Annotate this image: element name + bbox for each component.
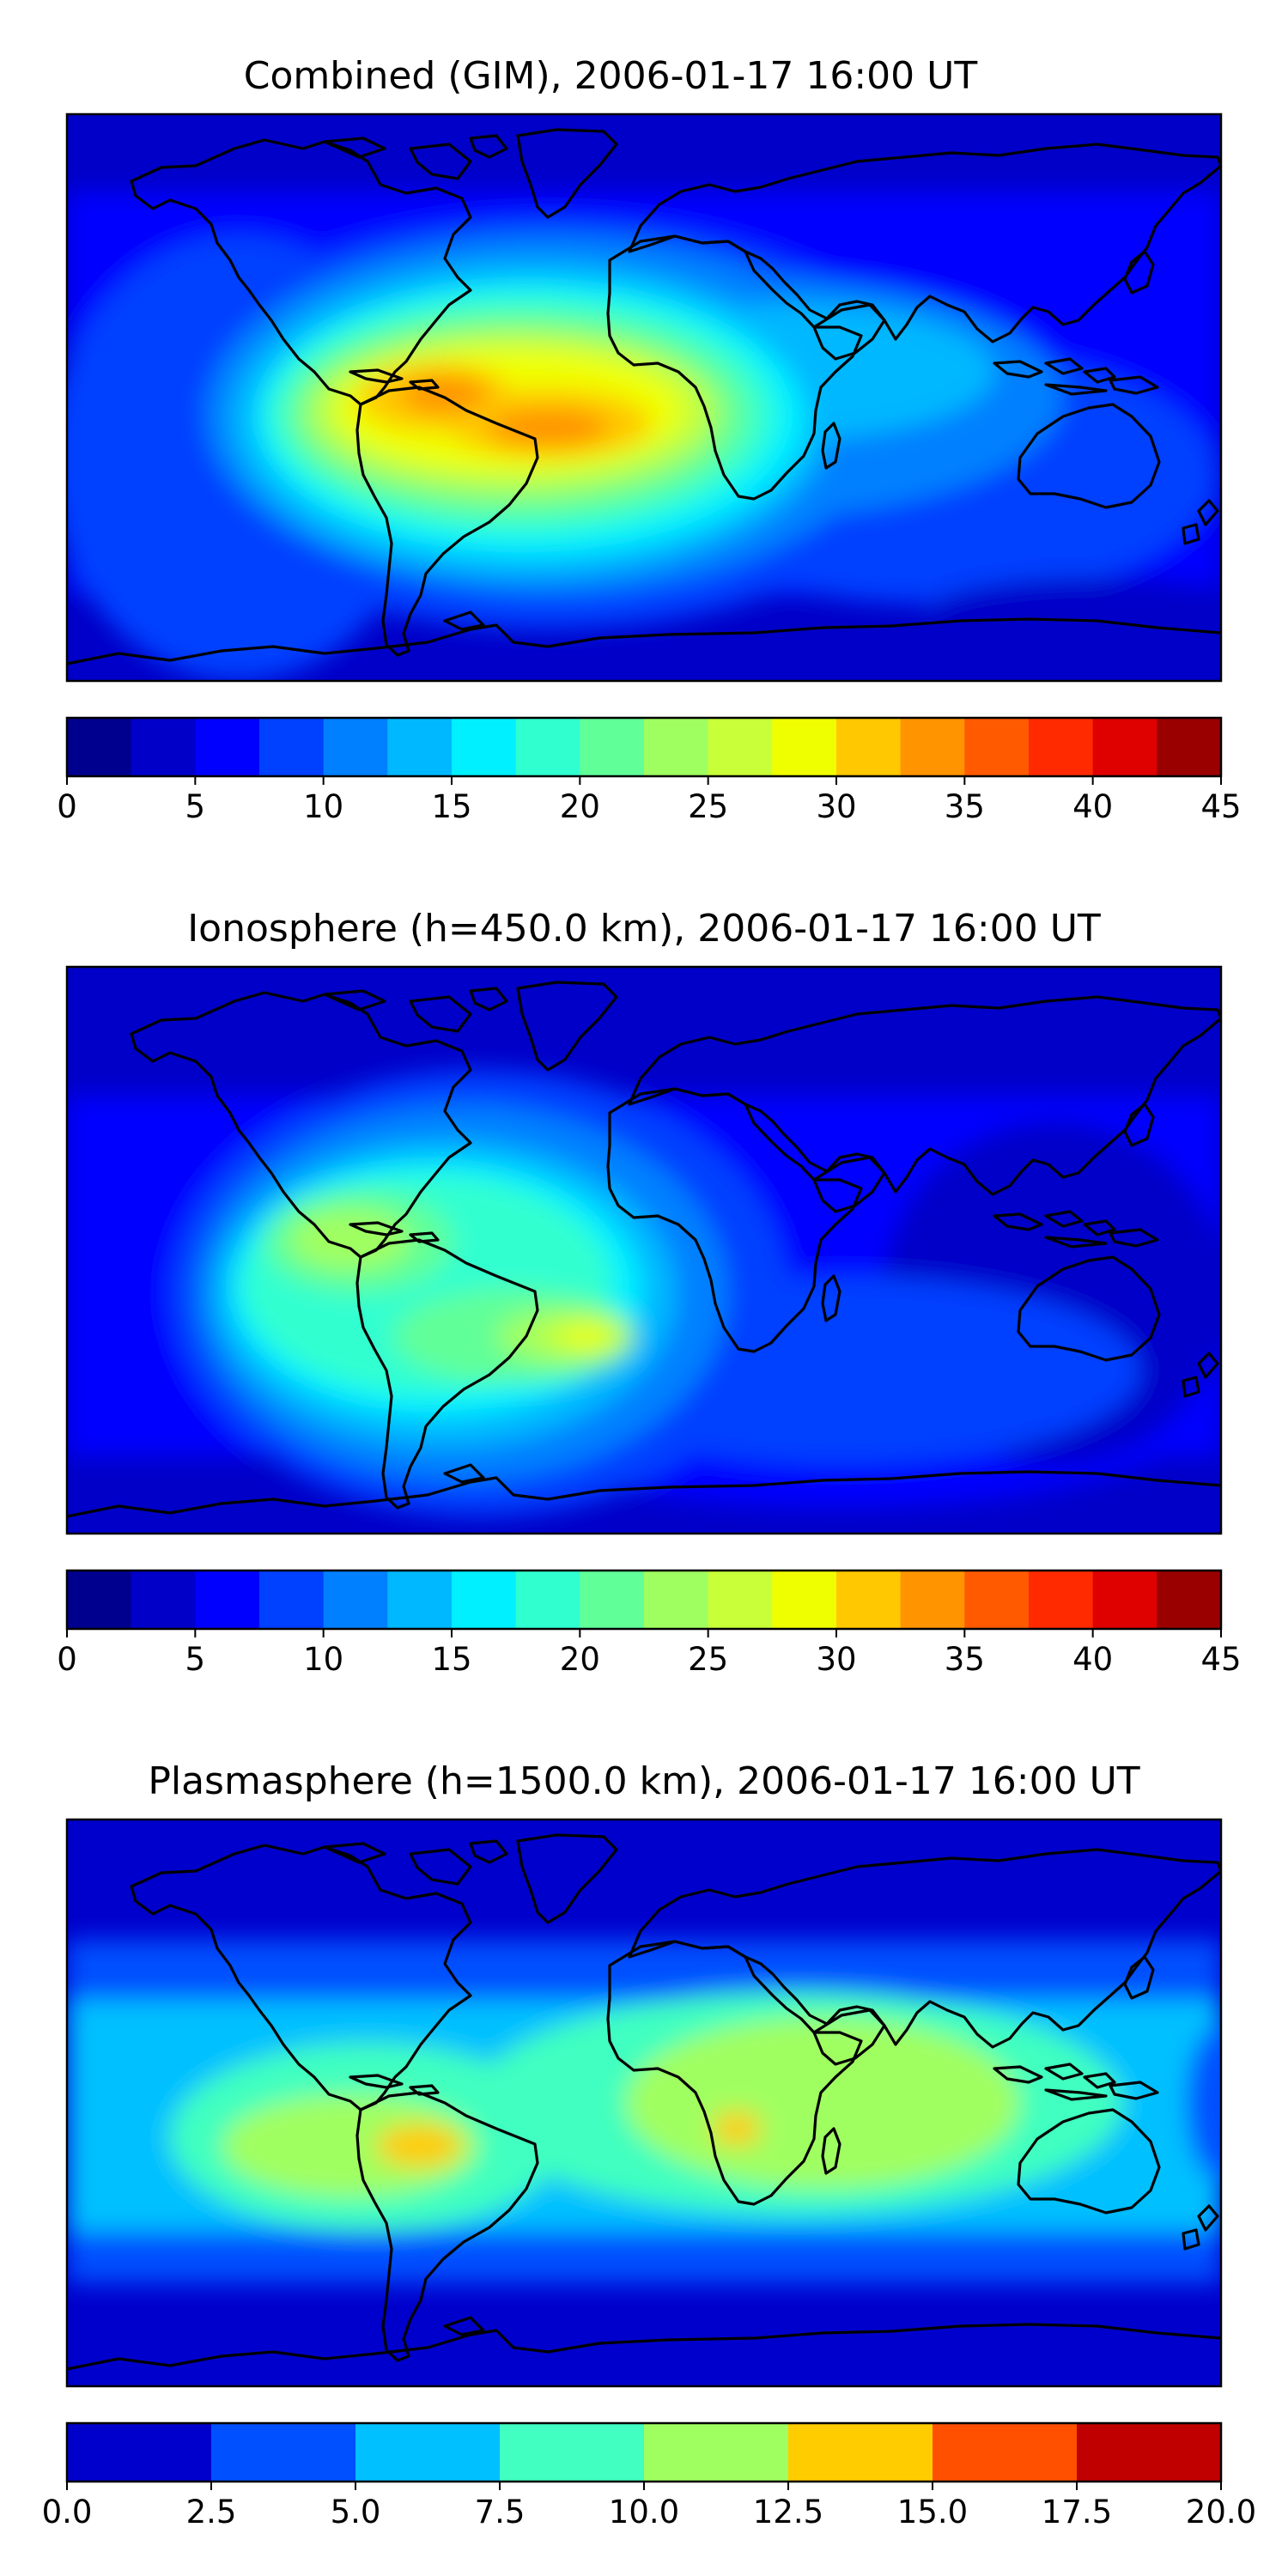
colorbar-swatch	[900, 718, 965, 776]
colorbar-swatch	[644, 1571, 709, 1629]
panel-plasmasphere: Plasmasphere (h=1500.0 km), 2006-01-17 1…	[42, 1759, 1257, 2530]
colorbar-swatch	[1029, 1571, 1094, 1629]
panel-1-title: Combined (GIM), 2006-01-17 16:00 UT	[244, 54, 978, 98]
colorbar-swatch	[1077, 2423, 1222, 2482]
colorbar-tick-label: 15	[431, 788, 471, 825]
colorbar-tick-label: 20	[560, 1641, 600, 1678]
colorbar-tick-label: 45	[1200, 1641, 1241, 1678]
colorbar-swatch	[195, 1571, 260, 1629]
colorbar-tick-label: 7.5	[475, 2494, 526, 2530]
colorbar-plasmasphere: 0.0 2.5 5.0 7.5 10.0 12.5 15.0 17.5 20.0	[42, 2421, 1256, 2530]
colorbar-plasmasphere-ticks: 0.0 2.5 5.0 7.5 10.0 12.5 15.0 17.5 20.0	[42, 2482, 1256, 2530]
colorbar-swatch	[1029, 718, 1094, 776]
colorbar-swatch	[772, 718, 837, 776]
map-plasmasphere	[65, 1818, 1223, 2388]
colorbar-tick-label: 0.0	[42, 2494, 93, 2530]
colorbar-tick-label: 10	[303, 1641, 343, 1678]
colorbar-plasmasphere-swatches	[67, 2423, 1222, 2482]
colorbar-swatch	[644, 2423, 789, 2482]
colorbar-tick-label: 30	[816, 1641, 856, 1678]
colorbar-tick-label: 20	[560, 788, 600, 825]
colorbar-tick-label: 35	[945, 788, 985, 825]
colorbar-swatch	[131, 1571, 196, 1629]
colorbar-swatch	[323, 1571, 388, 1629]
panel-2-title: Ionosphere (h=450.0 km), 2006-01-17 16:0…	[187, 907, 1101, 951]
colorbar-swatch	[900, 1571, 965, 1629]
colorbar-tick-label: 0	[57, 788, 77, 825]
colorbar-swatch	[708, 718, 773, 776]
colorbar-tick-label: 45	[1200, 788, 1241, 825]
panel-ionosphere: Ionosphere (h=450.0 km), 2006-01-17 16:0…	[57, 907, 1241, 1678]
colorbar-tick-label: 5	[185, 788, 206, 825]
colorbar-tick-label: 10.0	[609, 2494, 679, 2530]
colorbar-swatch	[964, 1571, 1030, 1629]
colorbar-swatch	[355, 2423, 501, 2482]
panel-3-title: Plasmasphere (h=1500.0 km), 2006-01-17 1…	[148, 1759, 1139, 1803]
colorbar-swatch	[259, 1571, 325, 1629]
colorbar-tick-label: 15.0	[897, 2494, 968, 2530]
colorbar-tick-label: 2.5	[186, 2494, 237, 2530]
colorbar-tick-label: 12.5	[753, 2494, 823, 2530]
colorbar-ionosphere-swatches	[67, 1571, 1222, 1629]
colorbar-tick-label: 0	[57, 1641, 77, 1678]
colorbar-tick-label: 30	[816, 788, 856, 825]
colorbar-swatch	[387, 1571, 453, 1629]
colorbar-ionosphere-ticks: 0 5 10 15 20 25 30 35 40 45	[57, 1629, 1242, 1678]
colorbar-tick-label: 20.0	[1186, 2494, 1256, 2530]
colorbar-tick-label: 5	[185, 1641, 206, 1678]
colorbar-tick-label: 25	[688, 788, 728, 825]
colorbar-swatch	[933, 2423, 1078, 2482]
panel-combined-gim: Combined (GIM), 2006-01-17 16:00 UT	[57, 54, 1242, 825]
colorbar-swatch	[67, 718, 132, 776]
colorbar-swatch	[515, 718, 580, 776]
colorbar-swatch	[259, 718, 325, 776]
colorbar-swatch	[211, 2423, 356, 2482]
colorbar-swatch	[67, 1571, 132, 1629]
colorbar-combined-ticks: 0 5 10 15 20 25 30 35 40 45	[57, 776, 1242, 825]
colorbar-tick-label: 10	[303, 788, 343, 825]
colorbar-swatch	[644, 718, 709, 776]
colorbar-swatch	[195, 718, 260, 776]
colorbar-swatch	[836, 1571, 902, 1629]
colorbar-combined: 0 5 10 15 20 25 30 35 40 45	[57, 716, 1242, 825]
colorbar-swatch	[515, 1571, 580, 1629]
colorbar-swatch	[772, 1571, 837, 1629]
colorbar-swatch	[580, 1571, 645, 1629]
colorbar-swatch	[708, 1571, 773, 1629]
colorbar-swatch	[580, 718, 645, 776]
colorbar-swatch	[452, 718, 517, 776]
colorbar-combined-swatches	[67, 718, 1222, 776]
colorbar-tick-label: 25	[688, 1641, 728, 1678]
colorbar-swatch	[1157, 1571, 1222, 1629]
colorbar-tick-label: 35	[945, 1641, 985, 1678]
colorbar-swatch	[131, 718, 196, 776]
colorbar-swatch	[836, 718, 902, 776]
colorbar-swatch	[1157, 718, 1222, 776]
colorbar-tick-label: 5.0	[331, 2494, 381, 2530]
colorbar-swatch	[387, 718, 453, 776]
colorbar-tick-label: 40	[1072, 788, 1113, 825]
map-combined	[65, 112, 1223, 683]
colorbar-tick-label: 15	[431, 1641, 471, 1678]
colorbar-swatch	[964, 718, 1030, 776]
colorbar-tick-label: 17.5	[1042, 2494, 1112, 2530]
colorbar-swatch	[788, 2423, 933, 2482]
colorbar-swatch	[452, 1571, 517, 1629]
colorbar-swatch	[323, 718, 388, 776]
map-ionosphere	[65, 965, 1223, 1535]
colorbar-ionosphere: 0 5 10 15 20 25 30 35 40 45	[57, 1569, 1242, 1678]
colorbar-swatch	[1092, 1571, 1157, 1629]
colorbar-tick-label: 40	[1072, 1641, 1113, 1678]
colorbar-swatch	[67, 2423, 212, 2482]
colorbar-swatch	[1092, 718, 1157, 776]
colorbar-swatch	[500, 2423, 645, 2482]
